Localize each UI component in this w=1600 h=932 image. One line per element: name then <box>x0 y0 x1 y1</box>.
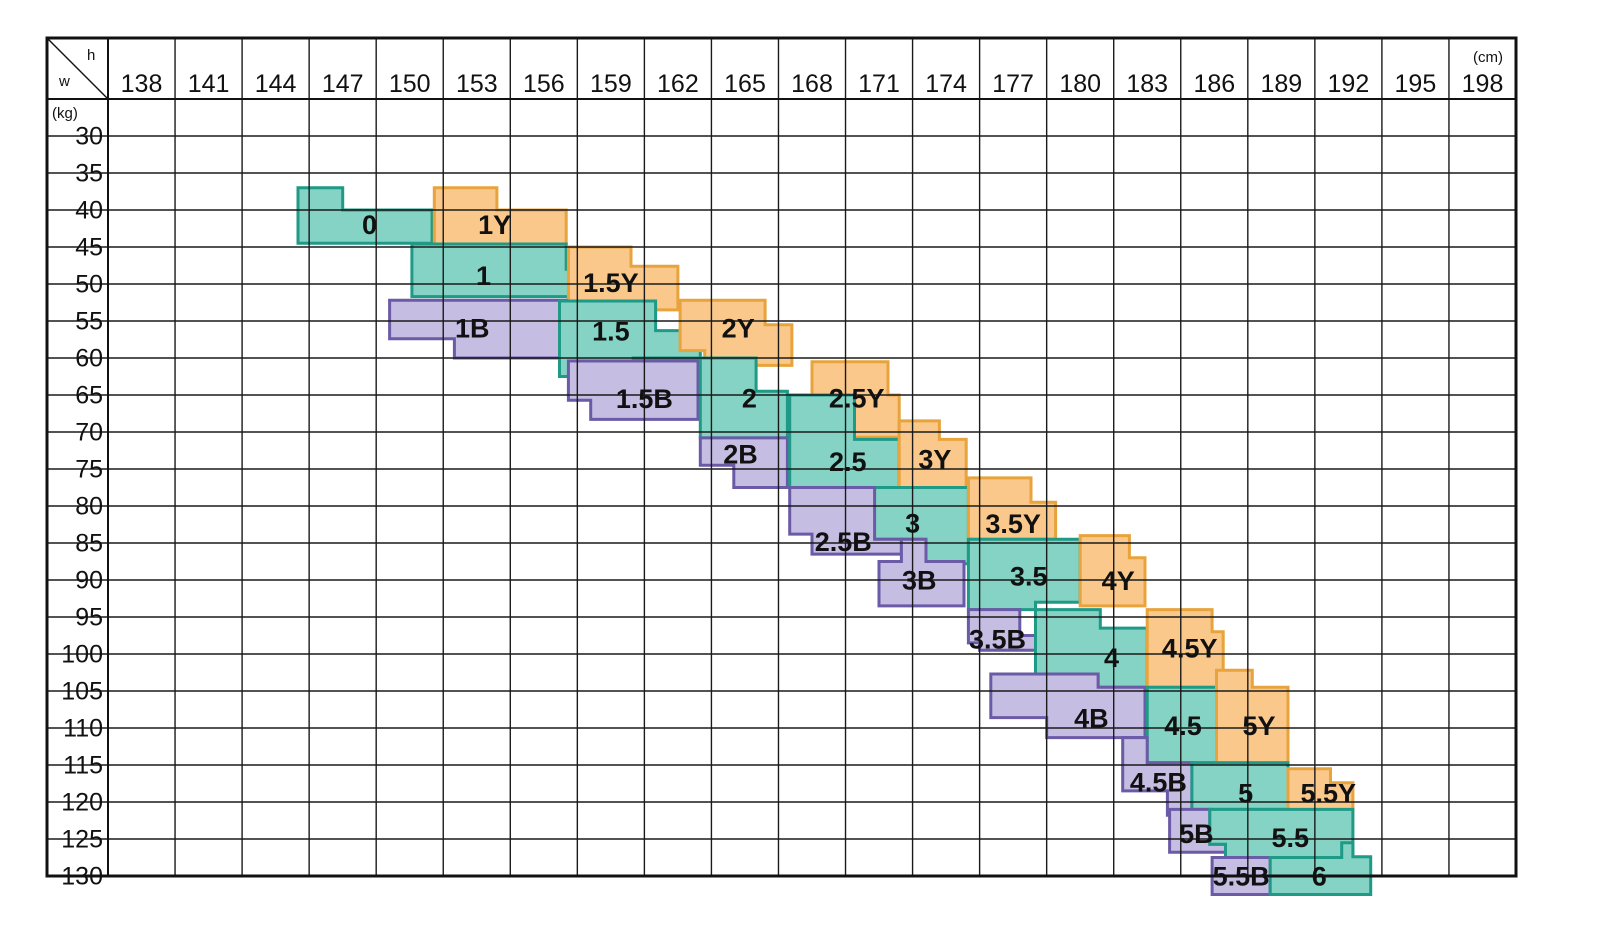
x-tick-label: 195 <box>1395 70 1437 98</box>
y-tick-label: 50 <box>75 271 103 299</box>
size-regions <box>296 186 1373 896</box>
region-label-1B: 1B <box>455 314 490 344</box>
region-label-6: 6 <box>1312 861 1327 891</box>
region-label-3-5Y: 3.5Y <box>985 509 1041 539</box>
y-tick-label: 55 <box>75 308 103 336</box>
region-label-3Y: 3Y <box>918 445 951 475</box>
x-tick-label: 177 <box>992 70 1034 98</box>
region-label-5B: 5B <box>1179 819 1214 849</box>
y-tick-label: 35 <box>75 160 103 188</box>
y-tick-label: 115 <box>63 752 103 780</box>
size-region-1 <box>410 242 573 299</box>
region-label-4Y: 4Y <box>1102 566 1135 596</box>
region-label-1-5: 1.5 <box>592 317 630 347</box>
y-tick-label: 30 <box>75 123 103 151</box>
x-tick-label: 171 <box>858 70 900 98</box>
region-label-3: 3 <box>905 508 920 538</box>
y-tick-label: 110 <box>63 715 103 743</box>
y-tick-label: 80 <box>75 493 103 521</box>
region-label-4-5Y: 4.5Y <box>1162 633 1218 663</box>
x-tick-label: 180 <box>1059 70 1101 98</box>
y-tick-label: 70 <box>75 419 103 447</box>
y-tick-label: 90 <box>75 567 103 595</box>
x-tick-label: 186 <box>1193 70 1235 98</box>
region-label-2-5Y: 2.5Y <box>829 383 885 413</box>
x-tick-label: 141 <box>188 70 230 98</box>
axes: 138 141 144 147 150 153 156 159 162 165 168 171 174 1… <box>52 47 1503 891</box>
region-label-5-5: 5.5 <box>1272 823 1310 853</box>
x-tick-label: 147 <box>322 70 364 98</box>
x-tick-label: 150 <box>389 70 431 98</box>
region-labels: 0 1Y 1 1.5Y 1B 1.5 2Y 1.5B 2 2.5Y 2B 2.5 3Y 3 3.5Y 2.5B… <box>362 210 1356 891</box>
region-label-1: 1 <box>476 261 491 291</box>
grid <box>45 36 1518 878</box>
x-tick-label: 168 <box>791 70 833 98</box>
y-tick-label: 105 <box>61 678 103 706</box>
y-tick-label: 100 <box>61 641 103 669</box>
x-tick-label: 138 <box>121 70 163 98</box>
y-tick-label: 40 <box>75 197 103 225</box>
size-region-2Y <box>678 298 794 367</box>
corner-diagonal <box>46 37 109 100</box>
size-region-2B <box>698 436 789 489</box>
chart-frame <box>45 36 1518 878</box>
region-label-3-5B: 3.5B <box>969 625 1026 655</box>
x-tick-label: 156 <box>523 70 565 98</box>
size-region-3B <box>877 537 966 608</box>
x-tick-label: 174 <box>925 70 967 98</box>
x-tick-label: 198 <box>1462 70 1504 98</box>
y-tick-label: 45 <box>75 234 103 262</box>
y-tick-label: 65 <box>75 382 103 410</box>
y-tick-label: 75 <box>75 456 103 484</box>
region-label-4-5B: 4.5B <box>1130 767 1187 797</box>
y-tick-label: 60 <box>75 345 103 373</box>
region-label-2B: 2B <box>723 440 758 470</box>
y-tick-label: 130 <box>61 863 103 891</box>
y-unit-label: (kg) <box>52 105 78 122</box>
x-tick-label: 189 <box>1260 70 1302 98</box>
size-region-4Y <box>1078 534 1147 608</box>
y-tick-label: 125 <box>61 826 103 854</box>
region-label-2: 2 <box>742 383 757 413</box>
region-label-3-5: 3.5 <box>1010 562 1048 592</box>
x-tick-label: 162 <box>657 70 699 98</box>
x-unit-label: (cm) <box>1473 49 1503 66</box>
x-tick-label: 192 <box>1328 70 1370 98</box>
region-label-3B: 3B <box>902 565 937 595</box>
region-label-5Y: 5Y <box>1242 711 1275 741</box>
region-label-2Y: 2Y <box>722 314 755 344</box>
region-label-5: 5 <box>1238 778 1253 808</box>
corner-w-label: w <box>58 73 70 90</box>
x-tick-label: 153 <box>456 70 498 98</box>
region-label-5-5Y: 5.5Y <box>1301 778 1357 808</box>
region-label-1-5B: 1.5B <box>616 384 673 414</box>
region-label-0: 0 <box>362 210 377 240</box>
x-tick-label: 144 <box>255 70 297 98</box>
region-label-1Y: 1Y <box>478 210 511 240</box>
x-tick-label: 183 <box>1126 70 1168 98</box>
region-label-4B: 4B <box>1074 704 1109 734</box>
corner-h-label: h <box>87 47 95 64</box>
region-label-1-5Y: 1.5Y <box>583 268 639 298</box>
y-tick-label: 95 <box>75 604 103 632</box>
region-label-5-5B: 5.5B <box>1213 861 1270 891</box>
region-label-4-5: 4.5 <box>1164 711 1202 741</box>
region-label-2-5: 2.5 <box>829 447 867 477</box>
y-tick-label: 85 <box>75 530 103 558</box>
region-label-2-5B: 2.5B <box>815 527 872 557</box>
size-region-1-5B <box>566 359 700 421</box>
x-tick-label: 159 <box>590 70 632 98</box>
x-tick-label: 165 <box>724 70 766 98</box>
region-label-4: 4 <box>1104 643 1119 673</box>
size-region-6 <box>1268 841 1373 896</box>
y-tick-label: 120 <box>61 789 103 817</box>
